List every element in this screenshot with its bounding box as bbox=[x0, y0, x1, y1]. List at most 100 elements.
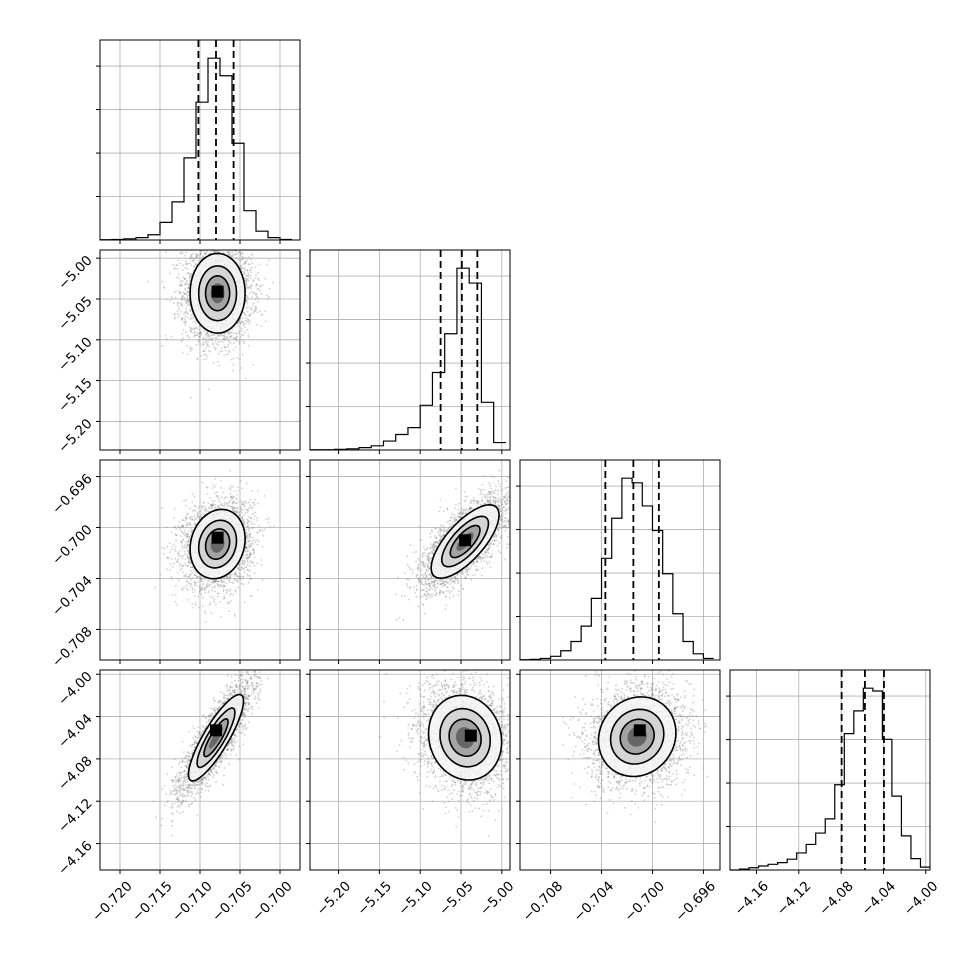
sample-point bbox=[255, 295, 258, 297]
sample-point bbox=[240, 266, 242, 269]
sample-point bbox=[215, 580, 218, 583]
sample-point bbox=[250, 266, 253, 269]
sample-point bbox=[184, 300, 187, 302]
sample-point bbox=[181, 317, 184, 320]
sample-point bbox=[243, 272, 246, 275]
sample-point bbox=[207, 340, 209, 342]
sample-point bbox=[234, 346, 237, 348]
sample-point bbox=[186, 553, 189, 556]
sample-point bbox=[211, 339, 214, 342]
sample-point bbox=[197, 259, 200, 262]
sample-point bbox=[252, 364, 255, 366]
sample-point bbox=[187, 247, 189, 249]
sample-point bbox=[246, 328, 249, 331]
sample-point bbox=[219, 350, 222, 353]
sample-point bbox=[177, 558, 180, 561]
sample-point bbox=[228, 253, 231, 256]
sample-point bbox=[189, 562, 192, 565]
sample-point bbox=[195, 255, 197, 258]
sample-point bbox=[227, 251, 230, 254]
sample-point bbox=[250, 258, 252, 261]
sample-point bbox=[198, 328, 201, 331]
sample-point bbox=[243, 522, 246, 525]
sample-point bbox=[203, 253, 206, 256]
sample-point bbox=[238, 320, 241, 322]
sample-point bbox=[183, 296, 186, 299]
sample-point bbox=[247, 318, 250, 321]
sample-point bbox=[185, 525, 188, 528]
sample-point bbox=[185, 300, 188, 303]
sample-point bbox=[254, 298, 257, 300]
sample-point bbox=[229, 575, 232, 578]
sample-point bbox=[183, 298, 186, 301]
sample-point bbox=[251, 507, 254, 510]
sample-point bbox=[256, 296, 258, 299]
sample-point bbox=[249, 595, 252, 598]
sample-point bbox=[173, 562, 176, 565]
sample-point bbox=[203, 245, 205, 247]
sample-point bbox=[231, 497, 234, 500]
sample-point bbox=[190, 518, 192, 520]
sample-point bbox=[198, 333, 200, 335]
sample-point bbox=[204, 245, 206, 247]
sample-point bbox=[254, 293, 257, 296]
sample-point bbox=[245, 550, 248, 553]
sample-point bbox=[204, 253, 207, 255]
sample-point bbox=[252, 280, 255, 282]
sample-point bbox=[239, 479, 242, 482]
sample-point bbox=[176, 276, 178, 279]
sample-point bbox=[199, 343, 202, 346]
sample-point bbox=[249, 277, 252, 280]
sample-point bbox=[239, 322, 242, 325]
sample-point bbox=[169, 569, 172, 572]
sample-point bbox=[191, 313, 194, 316]
sample-point bbox=[213, 580, 215, 583]
sample-point bbox=[232, 501, 234, 503]
sample-point bbox=[216, 242, 218, 244]
sample-point bbox=[200, 516, 203, 518]
sample-point bbox=[250, 542, 252, 545]
sample-point bbox=[239, 358, 241, 360]
sample-point bbox=[203, 508, 206, 511]
sample-point bbox=[180, 319, 183, 321]
sample-point bbox=[246, 310, 249, 313]
sample-point bbox=[241, 258, 244, 261]
sample-point bbox=[194, 334, 196, 337]
sample-point bbox=[220, 347, 223, 349]
sample-point bbox=[214, 250, 217, 253]
sample-point bbox=[231, 505, 234, 508]
sample-point bbox=[186, 263, 189, 265]
sample-point bbox=[246, 522, 249, 525]
sample-point bbox=[242, 509, 245, 511]
sample-point bbox=[239, 251, 242, 254]
sample-point bbox=[233, 326, 236, 328]
sample-point bbox=[201, 589, 204, 592]
sample-point bbox=[260, 292, 263, 295]
sample-point bbox=[251, 594, 253, 597]
sample-point bbox=[243, 506, 246, 508]
sample-point bbox=[208, 246, 210, 248]
sample-point bbox=[182, 525, 185, 527]
sample-point bbox=[202, 596, 205, 599]
panel-background bbox=[730, 670, 930, 870]
sample-point bbox=[197, 332, 200, 334]
sample-point bbox=[236, 566, 239, 568]
sample-point bbox=[189, 305, 192, 307]
sample-point bbox=[218, 585, 221, 588]
sample-point bbox=[230, 496, 232, 498]
sample-point bbox=[198, 585, 201, 588]
sample-point bbox=[236, 581, 239, 583]
sample-point bbox=[196, 247, 198, 249]
sample-point bbox=[195, 256, 198, 258]
sample-point bbox=[185, 302, 188, 305]
sample-point bbox=[246, 553, 248, 556]
sample-point bbox=[215, 244, 217, 246]
sample-point bbox=[194, 601, 197, 604]
sample-point bbox=[246, 302, 249, 305]
sample-point bbox=[165, 526, 168, 528]
sample-point bbox=[221, 350, 224, 352]
sample-point bbox=[183, 293, 186, 295]
sample-point bbox=[210, 250, 213, 253]
sample-point bbox=[228, 351, 231, 353]
sample-point bbox=[233, 506, 236, 509]
